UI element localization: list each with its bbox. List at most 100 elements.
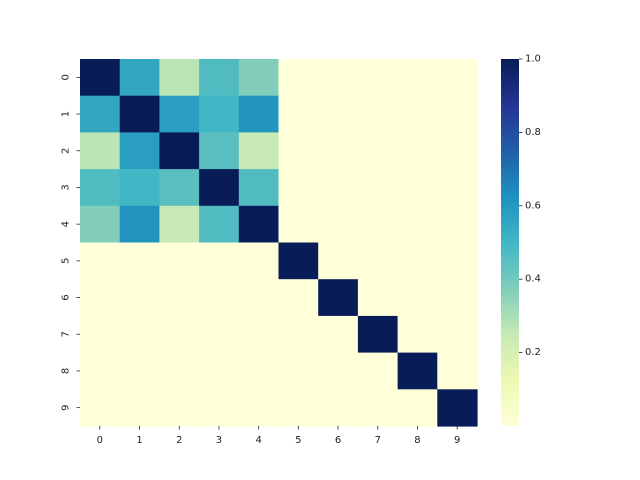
heatmap-cell-5-1 [119, 242, 160, 280]
heatmap-cell-7-0 [80, 315, 121, 354]
x-tick-label-3: 3 [216, 435, 222, 446]
heatmap-cell-8-1 [119, 352, 160, 390]
heatmap-cell-1-7 [357, 95, 399, 133]
heatmap-cell-3-6 [318, 169, 359, 207]
heatmap-cell-7-2 [159, 315, 200, 354]
heatmap-cell-2-0 [80, 132, 121, 170]
heatmap-cell-0-7 [357, 59, 399, 97]
heatmap-cell-7-4 [238, 315, 280, 354]
heatmap-cell-0-8 [397, 59, 438, 97]
heatmap-cell-4-4 [238, 205, 280, 244]
colorbar-tick-label-0.6: 0.6 [525, 200, 541, 211]
heatmap-cell-9-1 [119, 389, 160, 427]
heatmap-cell-9-0 [80, 389, 121, 427]
heatmap-cell-4-2 [159, 205, 200, 244]
x-tick-label-1: 1 [136, 435, 142, 446]
heatmap-cell-2-5 [278, 132, 319, 170]
heatmap-cells [80, 59, 478, 427]
y-axis-ticks: 0 1 2 3 4 5 6 7 8 9 [61, 74, 80, 411]
heatmap-cell-6-5 [278, 279, 319, 317]
heatmap-cell-1-0 [80, 95, 121, 133]
heatmap-cell-6-0 [80, 279, 121, 317]
heatmap-cell-7-1 [119, 315, 160, 354]
heatmap-cell-4-6 [318, 205, 359, 244]
y-tick-label-5: 5 [61, 258, 72, 264]
y-tick-label-6: 6 [61, 294, 72, 300]
heatmap-cell-5-7 [357, 242, 399, 280]
colorbar-tick-label-1.0: 1.0 [525, 54, 541, 65]
colorbar-tick-label-0.2: 0.2 [525, 347, 541, 358]
x-tick-label-2: 2 [176, 435, 182, 446]
heatmap-cell-1-9 [437, 95, 478, 133]
heatmap-cell-2-8 [397, 132, 438, 170]
heatmap-cell-4-3 [199, 205, 240, 244]
heatmap-cell-5-4 [238, 242, 280, 280]
heatmap-cell-0-5 [278, 59, 319, 97]
y-tick-label-9: 9 [61, 404, 72, 410]
heatmap-cell-6-9 [437, 279, 478, 317]
heatmap-cell-8-2 [159, 352, 200, 390]
heatmap-cell-9-8 [397, 389, 438, 427]
heatmap-cell-1-4 [238, 95, 280, 133]
heatmap-cell-8-7 [357, 352, 399, 390]
heatmap-cell-3-2 [159, 169, 200, 207]
heatmap-cell-8-0 [80, 352, 121, 390]
heatmap-cell-8-5 [278, 352, 319, 390]
heatmap-cell-0-6 [318, 59, 359, 97]
x-tick-label-5: 5 [295, 435, 301, 446]
heatmap-cell-9-6 [318, 389, 359, 427]
heatmap-cell-2-1 [119, 132, 160, 170]
x-tick-label-8: 8 [414, 435, 420, 446]
heatmap-cell-3-3 [199, 169, 240, 207]
heatmap-cell-2-7 [357, 132, 399, 170]
heatmap-cell-3-5 [278, 169, 319, 207]
heatmap-cell-9-2 [159, 389, 200, 427]
heatmap-cell-0-1 [119, 59, 160, 97]
heatmap-cell-0-9 [437, 59, 478, 97]
heatmap-cell-5-8 [397, 242, 438, 280]
heatmap-cell-3-0 [80, 169, 121, 207]
y-tick-label-7: 7 [61, 331, 72, 337]
heatmap-cell-0-3 [199, 59, 240, 97]
y-tick-label-4: 4 [61, 221, 72, 227]
heatmap-cell-1-1 [119, 95, 160, 133]
x-tick-label-4: 4 [255, 435, 261, 446]
colorbar-tick-label-0.4: 0.4 [525, 274, 541, 285]
heatmap-cell-0-0 [80, 59, 121, 97]
heatmap-cell-6-4 [238, 279, 280, 317]
heatmap-cell-2-6 [318, 132, 359, 170]
heatmap-cell-3-8 [397, 169, 438, 207]
heatmap-cell-8-3 [199, 352, 240, 390]
heatmap-cell-3-4 [238, 169, 280, 207]
heatmap-cell-5-6 [318, 242, 359, 280]
heatmap-cell-7-6 [318, 315, 359, 354]
heatmap-cell-6-8 [397, 279, 438, 317]
heatmap-cell-5-3 [199, 242, 240, 280]
heatmap-cell-5-2 [159, 242, 200, 280]
heatmap-cell-5-5 [278, 242, 319, 280]
heatmap-cell-4-9 [437, 205, 478, 244]
y-tick-label-3: 3 [61, 184, 72, 190]
heatmap-cell-8-6 [318, 352, 359, 390]
heatmap-cell-3-9 [437, 169, 478, 207]
heatmap-cell-6-6 [318, 279, 359, 317]
heatmap-cell-2-9 [437, 132, 478, 170]
heatmap-cell-6-1 [119, 279, 160, 317]
heatmap-cell-0-2 [159, 59, 200, 97]
y-tick-label-8: 8 [61, 368, 72, 374]
heatmap-cell-1-2 [159, 95, 200, 133]
heatmap-cell-3-1 [119, 169, 160, 207]
heatmap-cell-0-4 [238, 59, 280, 97]
heatmap-cell-5-0 [80, 242, 121, 280]
y-tick-label-0: 0 [61, 74, 72, 80]
heatmap-cell-3-7 [357, 169, 399, 207]
heatmap-cell-1-5 [278, 95, 319, 133]
heatmap-cell-6-7 [357, 279, 399, 317]
heatmap-cell-7-8 [397, 315, 438, 354]
x-tick-label-7: 7 [375, 435, 381, 446]
heatmap-cell-6-3 [199, 279, 240, 317]
heatmap-cell-9-9 [437, 389, 478, 427]
colorbar-tick-label-0.8: 0.8 [525, 127, 541, 138]
colorbar [501, 59, 519, 426]
